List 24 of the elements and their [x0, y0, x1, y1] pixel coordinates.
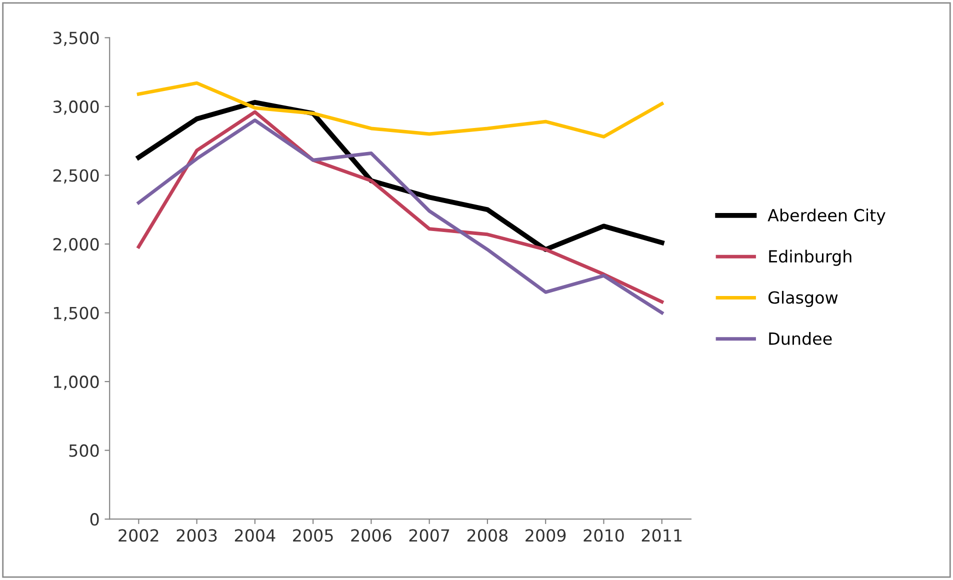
- x-tick-label: 2002: [118, 529, 158, 542]
- y-tick-label: 2,000: [53, 238, 99, 252]
- y-tick-label: 1,500: [54, 306, 99, 322]
- x-tick-label: 2011: [642, 529, 682, 542]
- y-tick-label: 3,500: [53, 32, 99, 46]
- legend-label: Aberdeen City: [768, 208, 886, 225]
- x-tick-label: 2010: [584, 529, 624, 542]
- x-tick-label: 2004: [234, 529, 276, 542]
- y-tick-label: 2,500: [53, 169, 99, 184]
- legend-label: Edinburgh: [769, 250, 852, 266]
- x-tick-label: 2006: [351, 529, 392, 542]
- x-tick-label: 2009: [526, 529, 566, 542]
- x-tick-label: 2008: [467, 529, 508, 542]
- x-tick-label: 2005: [293, 529, 333, 542]
- x-tick-label: 2003: [176, 529, 217, 542]
- line-series: [136, 81, 664, 138]
- y-tick-label: 0: [90, 513, 99, 526]
- x-tick-label: 2007: [409, 529, 450, 542]
- y-tick-label: 500: [69, 444, 99, 457]
- y-tick-label: 3,000: [53, 100, 99, 115]
- y-tick-label: 1,000: [54, 376, 99, 390]
- legend-label: Glasgow: [768, 290, 838, 308]
- line-series: [136, 100, 664, 252]
- legend-label: Dundee: [769, 332, 832, 345]
